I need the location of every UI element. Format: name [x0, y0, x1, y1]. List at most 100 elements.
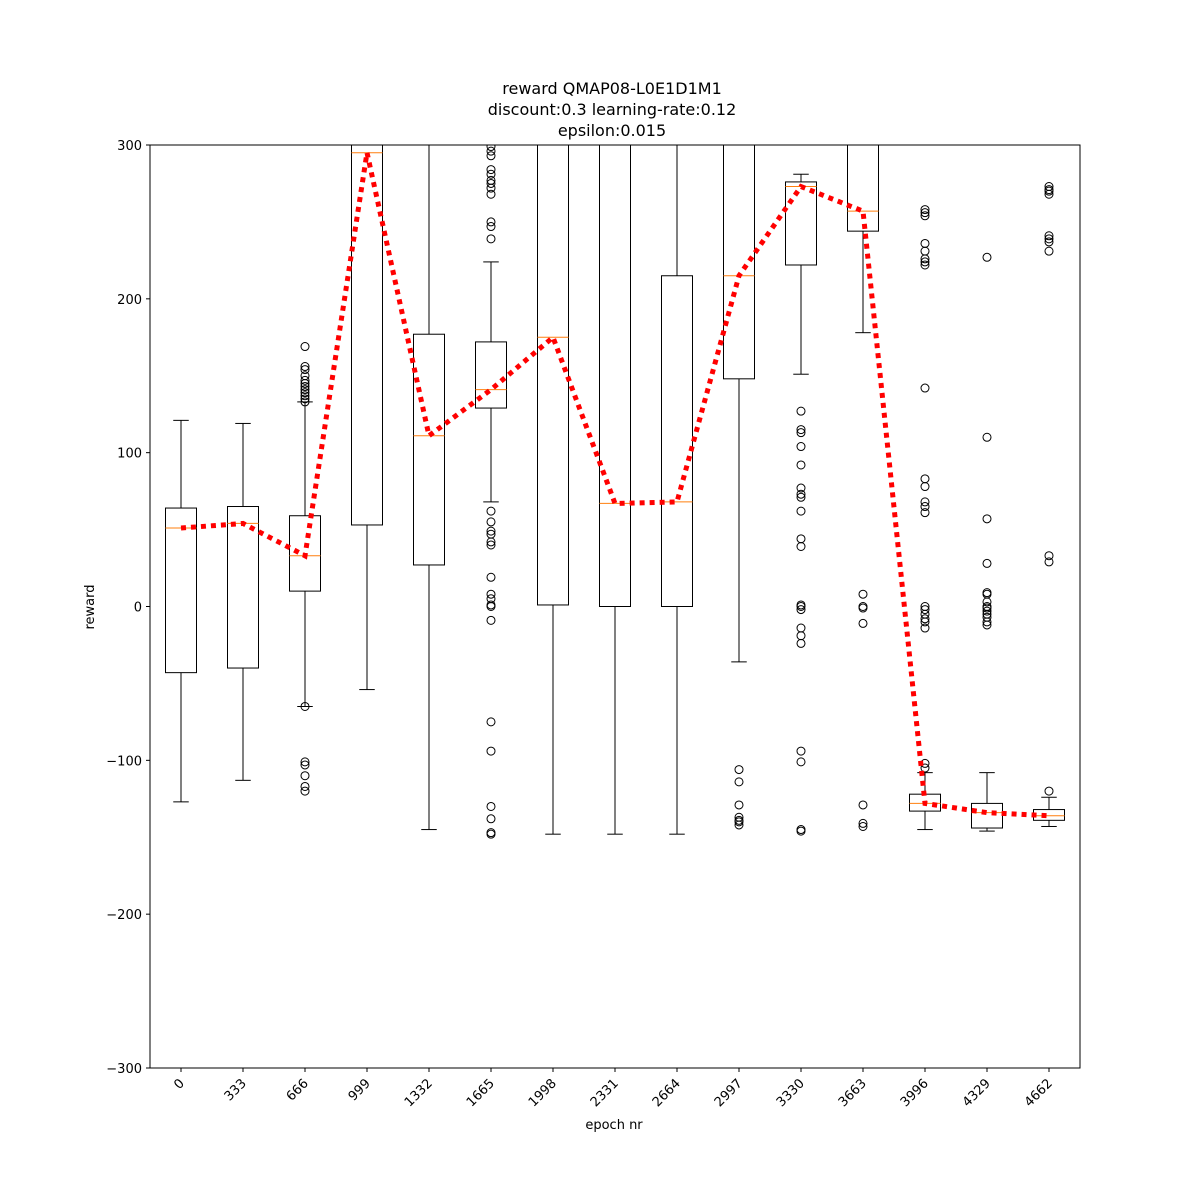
outlier-point [920, 383, 930, 393]
outlier-point [920, 482, 930, 492]
outlier-point [300, 388, 310, 398]
outlier-point [1044, 557, 1054, 567]
y-tick-label: −100 [106, 754, 142, 769]
outlier-point [486, 151, 496, 161]
box-body [413, 333, 445, 566]
outlier-point [300, 362, 310, 372]
x-tick-label: 0 [171, 1076, 187, 1092]
outlier-point [486, 717, 496, 727]
outlier-point [486, 537, 496, 547]
outlier-point [982, 558, 992, 568]
y-tick-label: 300 [117, 139, 142, 154]
x-tick-label: 999 [346, 1076, 374, 1104]
outlier-point [796, 506, 806, 516]
outlier-point [1044, 246, 1054, 256]
outlier-point [796, 406, 806, 416]
x-tick-label: 2997 [712, 1076, 746, 1110]
outlier-point [796, 746, 806, 756]
outlier-point [1044, 186, 1054, 196]
outlier-point [486, 506, 496, 516]
x-tick-label: 3996 [898, 1076, 932, 1110]
outlier-point [796, 489, 806, 499]
box-body [971, 802, 1003, 829]
outlier-point [1044, 189, 1054, 199]
chart-title-line-2: discount:0.3 learning-rate:0.12 [488, 100, 737, 119]
outlier-point [920, 508, 930, 518]
outlier-point [300, 365, 310, 375]
outlier-point [486, 178, 496, 188]
box-body [165, 507, 197, 674]
outlier-point [982, 597, 992, 607]
outlier-point [982, 432, 992, 442]
y-tick-label: 0 [134, 601, 142, 616]
outlier-point [920, 238, 930, 248]
outlier-point [858, 800, 868, 810]
outlier-point [300, 391, 310, 401]
outlier-point [300, 378, 310, 388]
box-body [599, 145, 631, 607]
outlier-point [300, 397, 310, 407]
outlier-point [486, 217, 496, 227]
outlier-point [486, 222, 496, 232]
outlier-point [734, 800, 744, 810]
outlier-point [796, 442, 806, 452]
outlier-point [920, 502, 930, 512]
outlier-point [796, 623, 806, 633]
outlier-point [486, 189, 496, 199]
outlier-point [486, 589, 496, 599]
outlier-point [486, 146, 496, 156]
y-tick-label: −300 [106, 1062, 142, 1077]
outlier-point [486, 572, 496, 582]
outlier-point [1044, 231, 1054, 241]
box-body [351, 145, 383, 526]
outlier-point [796, 826, 806, 836]
x-axis-label: epoch nr [585, 1118, 643, 1133]
outlier-point [920, 246, 930, 256]
outlier-point [486, 183, 496, 193]
outlier-point [300, 342, 310, 352]
outlier-point [300, 701, 310, 711]
plot-area: −300 −200 −100 0 100 200 300 0 333 666 999 1332 1665… [106, 139, 1081, 1110]
outlier-point [920, 763, 930, 773]
outlier-point [920, 260, 930, 270]
outlier-point [734, 765, 744, 775]
outlier-point [300, 757, 310, 767]
x-tick-label: 4662 [1022, 1076, 1056, 1110]
outlier-point [486, 801, 496, 811]
y-tick-label: 100 [117, 447, 142, 462]
y-axis-label: reward [83, 584, 98, 629]
outlier-point [858, 603, 868, 613]
outlier-point [300, 394, 310, 404]
outlier-point [486, 234, 496, 244]
outlier-point [920, 617, 930, 627]
y-tick-label: 200 [117, 293, 142, 308]
outlier-point [486, 615, 496, 625]
box-body [537, 145, 569, 606]
x-tick-label: 1665 [464, 1076, 498, 1110]
outlier-point [982, 514, 992, 524]
x-tick-label: 666 [284, 1076, 312, 1104]
outlier-point [920, 257, 930, 267]
outlier-point [486, 540, 496, 550]
outlier-point [982, 606, 992, 616]
outlier-point [1044, 551, 1054, 561]
x-tick-label: 4329 [960, 1076, 994, 1110]
outlier-point [796, 638, 806, 648]
outlier-point [982, 620, 992, 630]
outlier-point [796, 602, 806, 611]
outlier-point [796, 534, 806, 544]
outlier-point [300, 375, 310, 385]
outlier-point [1044, 237, 1054, 247]
x-tick-label: 2331 [588, 1076, 622, 1110]
box-body [475, 341, 507, 409]
outlier-point [1044, 786, 1054, 796]
box-body [289, 515, 321, 592]
outlier-point [796, 483, 806, 493]
outlier-point [982, 252, 992, 262]
outlier-point [796, 425, 806, 435]
x-tick-label: 2664 [650, 1076, 684, 1110]
outlier-point [734, 777, 744, 787]
outlier-point [858, 821, 868, 831]
outlier-point [920, 623, 930, 633]
